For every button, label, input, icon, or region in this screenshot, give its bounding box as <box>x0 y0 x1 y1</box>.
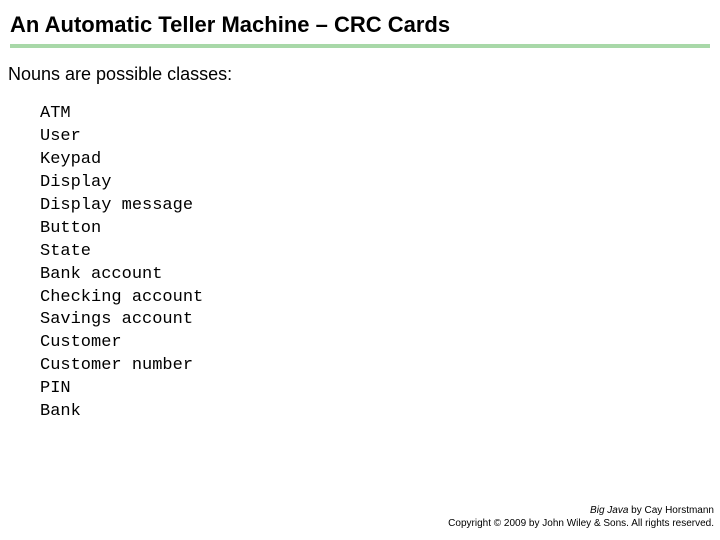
list-item: Checking account <box>40 287 710 310</box>
list-item: Display <box>40 172 710 195</box>
noun-list: ATM User Keypad Display Display message … <box>0 85 720 424</box>
list-item: Customer <box>40 332 710 355</box>
author-text: by Cay Horstmann <box>628 505 714 516</box>
list-item: PIN <box>40 378 710 401</box>
list-item: Bank account <box>40 264 710 287</box>
list-item: ATM <box>40 103 710 126</box>
list-item: Customer number <box>40 355 710 378</box>
book-title: Big Java <box>590 505 628 516</box>
list-item: Display message <box>40 195 710 218</box>
list-item: State <box>40 241 710 264</box>
footer: Big Java by Cay Horstmann Copyright © 20… <box>448 505 714 530</box>
footer-copyright: Copyright © 2009 by John Wiley & Sons. A… <box>448 518 714 531</box>
subtitle: Nouns are possible classes: <box>0 48 720 85</box>
list-item: User <box>40 126 710 149</box>
list-item: Keypad <box>40 149 710 172</box>
list-item: Button <box>40 218 710 241</box>
page-title: An Automatic Teller Machine – CRC Cards <box>10 12 710 38</box>
title-area: An Automatic Teller Machine – CRC Cards <box>0 0 720 42</box>
footer-line-1: Big Java by Cay Horstmann <box>448 505 714 518</box>
list-item: Savings account <box>40 309 710 332</box>
list-item: Bank <box>40 401 710 424</box>
